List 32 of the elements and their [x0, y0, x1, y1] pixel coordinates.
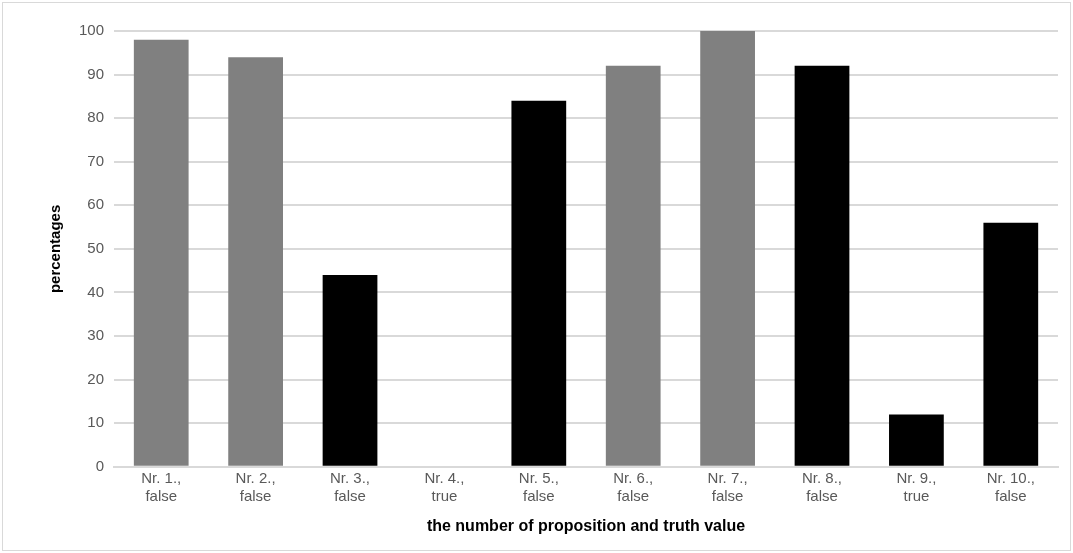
bar	[983, 222, 1039, 466]
bar	[889, 414, 944, 466]
y-tick-label: 30	[87, 326, 105, 344]
bar	[605, 65, 661, 466]
x-tick-label: Nr. 1., false	[141, 468, 182, 504]
bar	[322, 275, 378, 466]
x-tick-label: Nr. 7., false	[707, 468, 748, 504]
x-tick-label: Nr. 9., true	[896, 468, 937, 504]
y-tick-label: 50	[87, 239, 105, 257]
y-tick-label: 100	[79, 21, 105, 39]
y-tick-label: 40	[87, 282, 105, 300]
x-tick-label: Nr. 8., false	[802, 468, 843, 504]
bar	[700, 31, 755, 466]
y-tick-label: 90	[87, 64, 105, 82]
bar	[133, 39, 189, 466]
y-axis-title: percentages	[46, 204, 64, 294]
y-tick-label: 60	[87, 195, 105, 213]
x-tick-label: Nr. 5., false	[518, 468, 559, 504]
y-tick-label: 0	[95, 456, 105, 474]
bar	[228, 57, 283, 466]
bar	[511, 100, 567, 466]
y-tick-label: 80	[87, 108, 105, 126]
x-tick-label: Nr. 2., false	[235, 468, 276, 504]
x-tick-label: Nr. 4., true	[424, 468, 465, 504]
x-tick-label: Nr. 3., false	[330, 468, 371, 504]
x-axis-title: the number of proposition and truth value	[426, 516, 746, 534]
x-tick-label: Nr. 6., false	[613, 468, 654, 504]
y-tick-label: 20	[87, 369, 105, 387]
x-tick-label: Nr. 10., false	[986, 468, 1035, 504]
y-tick-label: 70	[87, 151, 105, 169]
y-tick-label: 10	[87, 413, 105, 431]
bar	[794, 65, 850, 466]
